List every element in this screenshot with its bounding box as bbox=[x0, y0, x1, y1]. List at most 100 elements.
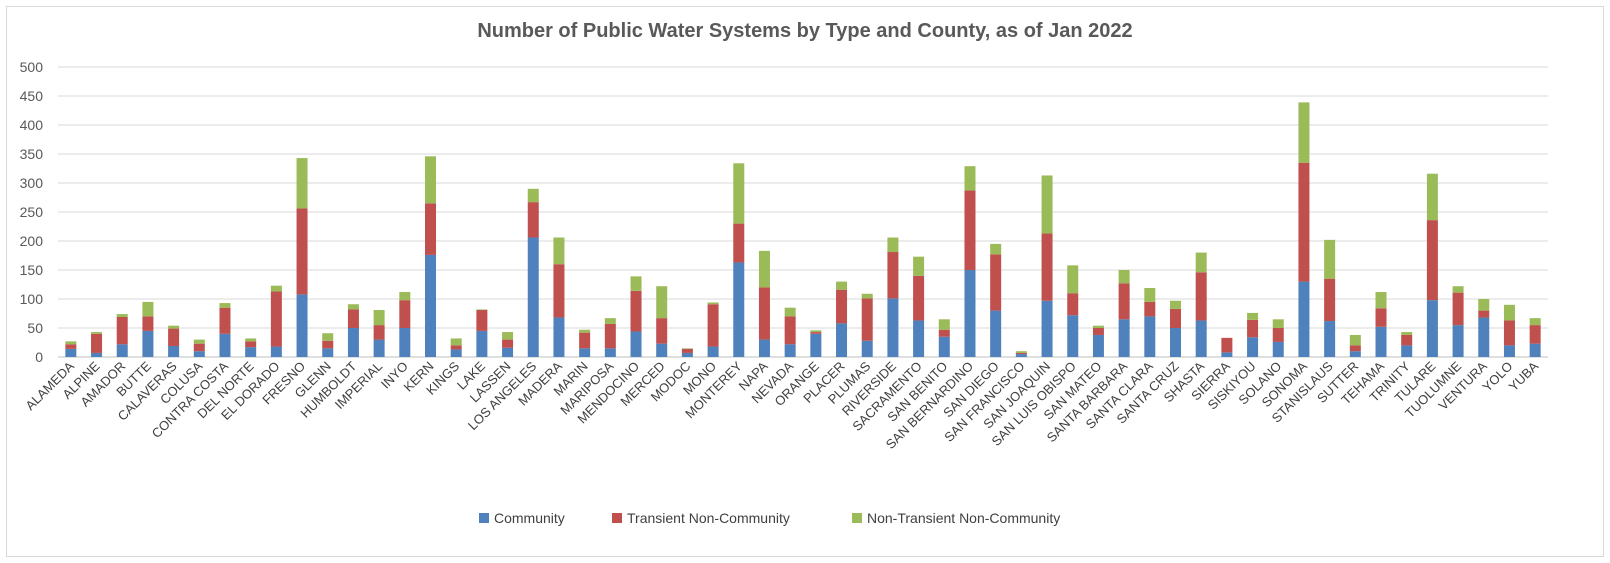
x-axis: ALAMEDAALPINEAMADORBUTTECALAVERASCOLUSAC… bbox=[22, 358, 1541, 452]
bar-segment bbox=[1529, 343, 1541, 357]
bar-segment bbox=[1478, 310, 1490, 318]
bar-segment bbox=[142, 316, 154, 331]
bar-segment bbox=[502, 339, 514, 348]
bar-segment bbox=[1452, 325, 1464, 357]
bar-segment bbox=[347, 328, 359, 357]
bar-segment bbox=[861, 340, 873, 357]
bar-segment bbox=[527, 188, 539, 203]
bar-segment bbox=[1144, 301, 1156, 317]
bar-segment bbox=[116, 344, 128, 357]
bar-segment bbox=[322, 333, 334, 341]
bar-segment bbox=[913, 275, 925, 321]
bar-segment bbox=[450, 338, 462, 346]
bar-segment bbox=[1170, 300, 1181, 309]
bar-segment bbox=[1426, 300, 1438, 357]
bar-segment bbox=[1015, 351, 1027, 353]
x-tick-label: YUBA bbox=[1506, 358, 1542, 394]
bar-segment bbox=[1195, 252, 1207, 273]
legend-label: Community bbox=[494, 510, 565, 526]
bar-segment bbox=[810, 330, 822, 333]
bar-segment bbox=[1401, 345, 1413, 357]
bars bbox=[65, 102, 1541, 357]
bar-segment bbox=[322, 348, 334, 357]
bar-segment bbox=[1067, 293, 1079, 316]
bar-segment bbox=[681, 352, 693, 357]
bar-segment bbox=[1272, 341, 1284, 357]
bar-segment bbox=[1401, 332, 1413, 335]
y-tick-label: 50 bbox=[27, 320, 43, 336]
bar-segment bbox=[1529, 325, 1541, 344]
bar-segment bbox=[733, 262, 745, 357]
bar-segment bbox=[553, 264, 565, 318]
y-tick-label: 0 bbox=[35, 349, 43, 365]
bar-segment bbox=[1349, 345, 1361, 352]
bar-segment bbox=[579, 348, 591, 357]
bar-segment bbox=[296, 208, 308, 295]
y-tick-label: 450 bbox=[20, 88, 44, 104]
bar-segment bbox=[425, 254, 436, 357]
bar-segment bbox=[142, 330, 154, 357]
bar-segment bbox=[116, 316, 128, 345]
bar-segment bbox=[887, 252, 899, 299]
y-tick-label: 100 bbox=[20, 291, 44, 307]
bar-segment bbox=[938, 319, 950, 330]
bar-segment bbox=[1349, 351, 1361, 357]
bar-segment bbox=[347, 309, 359, 328]
bar-segment bbox=[836, 281, 848, 290]
bar-segment bbox=[399, 328, 411, 357]
bar-segment bbox=[707, 346, 719, 357]
bar-segment bbox=[836, 323, 848, 357]
bar-segment bbox=[1247, 312, 1259, 320]
legend: Community Transient Non-Community Non-Tran… bbox=[479, 510, 1060, 526]
bar-segment bbox=[1452, 286, 1464, 293]
bar-segment bbox=[296, 294, 308, 357]
y-axis: 0 50 100 150 200 250 300 350 400 450 500 bbox=[20, 59, 44, 365]
bar-segment bbox=[1375, 308, 1387, 327]
bar-segment bbox=[1067, 315, 1079, 357]
chart-frame bbox=[6, 6, 1604, 557]
bar-segment bbox=[913, 256, 925, 276]
bar-segment bbox=[1170, 308, 1181, 328]
bar-segment bbox=[938, 329, 950, 337]
bar-segment bbox=[1298, 102, 1310, 163]
bar-segment bbox=[1170, 328, 1181, 357]
chart-title: Number of Public Water Systems by Type a… bbox=[477, 20, 1133, 42]
bar-segment bbox=[784, 316, 796, 345]
y-tick-label: 400 bbox=[20, 117, 44, 133]
y-tick-label: 300 bbox=[20, 175, 44, 191]
bar-segment bbox=[502, 332, 514, 340]
bar-segment bbox=[861, 298, 873, 341]
bar-segment bbox=[1324, 239, 1336, 279]
bar-segment bbox=[1503, 304, 1515, 321]
bar-segment bbox=[630, 290, 642, 332]
bar-segment bbox=[836, 289, 848, 324]
y-tick-label: 500 bbox=[20, 59, 44, 75]
bar-segment bbox=[245, 347, 257, 357]
bar-segment bbox=[1426, 173, 1438, 221]
bar-segment bbox=[1272, 328, 1284, 342]
bar-segment bbox=[1092, 328, 1104, 335]
bar-segment bbox=[270, 346, 282, 357]
bar-segment bbox=[91, 352, 103, 357]
bar-segment bbox=[476, 330, 488, 357]
bar-segment bbox=[168, 328, 180, 346]
bar-segment bbox=[1067, 265, 1079, 294]
bar-segment bbox=[733, 223, 745, 263]
bar-segment bbox=[1015, 354, 1027, 357]
bar-segment bbox=[964, 166, 976, 191]
bar-segment bbox=[1221, 352, 1233, 357]
bar-segment bbox=[913, 320, 925, 357]
bar-segment bbox=[630, 276, 642, 291]
bar-segment bbox=[91, 332, 103, 334]
bar-segment bbox=[373, 325, 385, 340]
bar-segment bbox=[1452, 292, 1464, 326]
bar-segment bbox=[604, 323, 616, 349]
bar-segment bbox=[1221, 337, 1233, 353]
bar-segment bbox=[1247, 337, 1259, 357]
bar-segment bbox=[1478, 299, 1490, 311]
bar-segment bbox=[758, 339, 770, 357]
bar-segment bbox=[168, 345, 180, 357]
bar-segment bbox=[65, 344, 77, 349]
bar-segment bbox=[1247, 319, 1259, 338]
bar-segment bbox=[65, 341, 77, 345]
